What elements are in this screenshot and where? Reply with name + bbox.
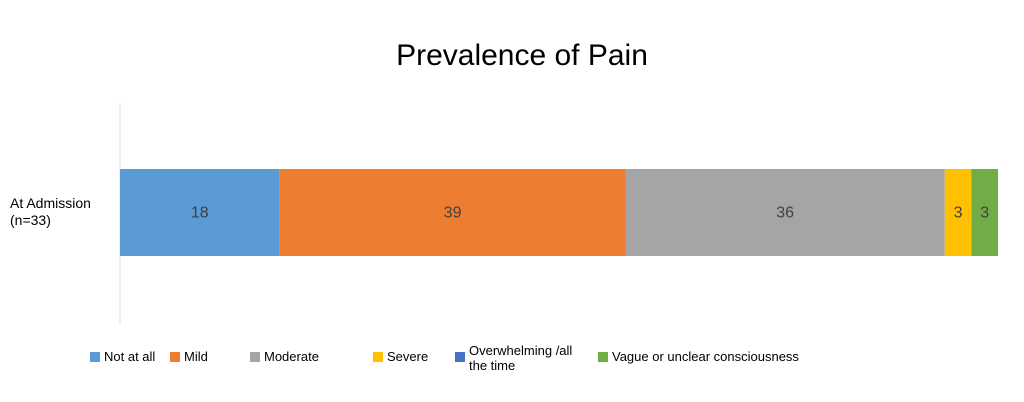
data-label: 39: [444, 205, 462, 222]
bar-segment: [279, 169, 626, 256]
legend-swatch: [598, 352, 608, 362]
bar-segment: [971, 169, 998, 256]
data-label: 3: [954, 205, 963, 222]
legend-swatch: [455, 352, 465, 362]
legend-label: Severe: [387, 349, 429, 364]
y-tick-label: At Admission (n=33): [10, 195, 91, 228]
legend-label: Moderate: [264, 349, 319, 364]
legend-label: Overwhelming /all the time: [469, 343, 573, 373]
bar-segment: [120, 169, 280, 256]
bar-segment: [625, 169, 945, 256]
chart-title: Prevalence of Pain: [396, 39, 648, 72]
legend-label: Mild: [184, 349, 208, 364]
legend-swatch: [250, 352, 260, 362]
data-label: 18: [191, 205, 209, 222]
legend-label: Vague or unclear consciousness: [612, 349, 799, 364]
legend-label: Not at all: [104, 349, 156, 364]
data-label: 3: [980, 205, 989, 222]
legend-swatch: [90, 352, 100, 362]
legend-swatch: [170, 352, 180, 362]
bar-segment: [944, 169, 972, 256]
legend-swatch: [373, 352, 383, 362]
data-label: 36: [776, 205, 794, 222]
